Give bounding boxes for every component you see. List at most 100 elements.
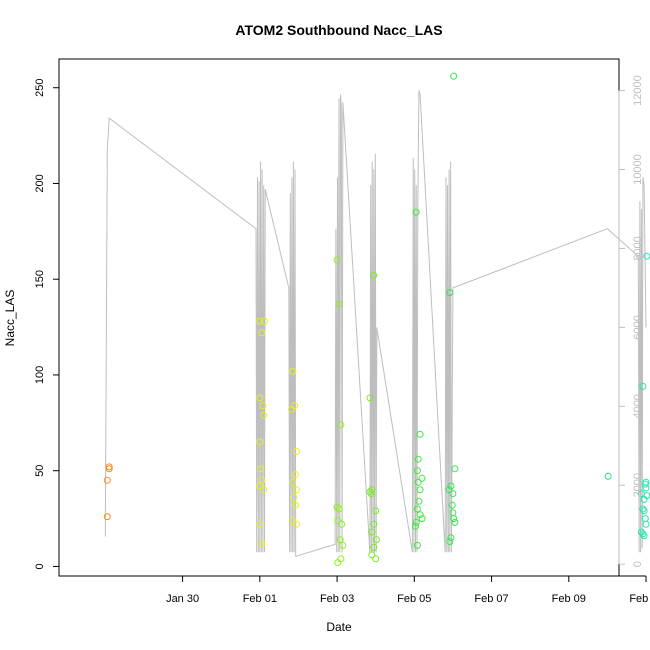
data-point bbox=[335, 300, 343, 308]
y2-tick-label: 2000 bbox=[632, 473, 644, 497]
data-point bbox=[258, 539, 266, 547]
y2-tick-label: 8000 bbox=[632, 236, 644, 260]
data-point bbox=[370, 543, 378, 551]
data-point bbox=[448, 501, 456, 509]
data-point bbox=[368, 486, 376, 494]
y-axis-label: Nacc_LAS bbox=[3, 290, 17, 347]
x-tick-label: Feb 11 bbox=[629, 593, 650, 605]
data-point bbox=[412, 522, 419, 530]
data-point bbox=[370, 271, 378, 279]
data-point bbox=[451, 465, 459, 473]
data-point bbox=[293, 520, 300, 528]
data-point bbox=[337, 555, 345, 563]
secondary-series-line bbox=[104, 90, 647, 557]
data-point bbox=[257, 465, 265, 473]
y-tick-label: 150 bbox=[34, 270, 46, 288]
data-point bbox=[103, 513, 111, 521]
data-point bbox=[334, 517, 342, 524]
data-point bbox=[293, 486, 300, 494]
data-point bbox=[450, 72, 458, 80]
data-point bbox=[416, 430, 424, 438]
data-point bbox=[368, 551, 376, 559]
x-tick-label: Jan 30 bbox=[166, 593, 199, 605]
data-point bbox=[256, 317, 264, 325]
data-point bbox=[450, 515, 458, 523]
data-point bbox=[416, 511, 424, 519]
secondary-y-axis: 0 2000 4000 6000 8000 10000 12000 bbox=[618, 75, 644, 567]
secondary-line-path bbox=[104, 90, 647, 557]
data-point bbox=[256, 482, 264, 490]
y2-tick-label: 4000 bbox=[632, 394, 644, 418]
data-point bbox=[641, 515, 649, 523]
data-point bbox=[289, 367, 297, 375]
data-point bbox=[338, 520, 346, 528]
data-point bbox=[372, 507, 380, 515]
data-point bbox=[412, 208, 420, 216]
data-point bbox=[256, 394, 264, 402]
data-point bbox=[261, 317, 268, 325]
data-point bbox=[449, 509, 457, 517]
data-point bbox=[413, 467, 421, 475]
y-axis: 0 50 100 150 200 250 bbox=[34, 79, 60, 569]
data-point bbox=[291, 501, 299, 509]
x-tick-label: Feb 01 bbox=[243, 593, 277, 605]
data-point bbox=[418, 474, 426, 482]
data-point bbox=[370, 520, 378, 528]
data-point bbox=[335, 505, 343, 513]
data-point bbox=[416, 486, 424, 494]
data-point bbox=[449, 490, 457, 498]
y-tick-label: 200 bbox=[34, 174, 46, 192]
y2-tick-label: 0 bbox=[632, 561, 644, 567]
data-point bbox=[639, 505, 647, 513]
y-tick-label: 0 bbox=[34, 563, 46, 569]
data-point bbox=[339, 541, 347, 549]
data-point bbox=[446, 538, 454, 545]
data-point bbox=[447, 482, 455, 490]
x-axis: Jan 30 Feb 01 Feb 03 Feb 05 Feb 07 Feb 09 Feb … bbox=[166, 575, 650, 605]
data-point bbox=[337, 421, 345, 429]
data-point bbox=[642, 520, 650, 528]
data-point bbox=[260, 411, 268, 419]
data-point bbox=[366, 394, 374, 402]
data-point bbox=[641, 480, 649, 488]
data-point bbox=[290, 494, 298, 501]
data-point bbox=[418, 515, 426, 523]
data-point bbox=[334, 559, 342, 567]
data-point bbox=[639, 382, 647, 390]
data-point bbox=[258, 329, 266, 337]
data-point bbox=[336, 536, 344, 544]
x-axis-label: Date bbox=[326, 620, 352, 634]
data-point bbox=[289, 478, 297, 486]
data-point bbox=[368, 528, 376, 536]
data-point bbox=[640, 495, 648, 503]
data-point bbox=[293, 448, 300, 455]
data-point bbox=[414, 455, 422, 463]
y2-tick-label: 10000 bbox=[632, 154, 644, 185]
data-point bbox=[367, 490, 375, 498]
data-point bbox=[103, 476, 111, 484]
data-point bbox=[415, 497, 423, 505]
data-point bbox=[372, 555, 380, 563]
y-tick-label: 250 bbox=[34, 79, 46, 97]
y-tick-label: 100 bbox=[34, 366, 46, 384]
data-point bbox=[451, 518, 459, 526]
data-point bbox=[639, 530, 647, 538]
chart-title: ATOM2 Southbound Nacc_LAS bbox=[235, 22, 442, 38]
data-point bbox=[105, 465, 113, 473]
data-point bbox=[288, 405, 295, 413]
data-point bbox=[333, 503, 341, 511]
data-point bbox=[373, 536, 380, 544]
data-point bbox=[414, 478, 422, 486]
x-tick-label: Feb 05 bbox=[397, 593, 431, 605]
data-point bbox=[642, 484, 650, 492]
data-point bbox=[604, 472, 612, 480]
y2-tick-label: 6000 bbox=[632, 315, 644, 339]
data-point bbox=[446, 289, 454, 297]
y2-tick-label: 12000 bbox=[632, 75, 644, 106]
y-tick-label: 50 bbox=[34, 465, 46, 477]
data-point bbox=[289, 517, 297, 524]
data-point bbox=[413, 541, 421, 549]
data-point bbox=[291, 471, 299, 478]
x-tick-label: Feb 09 bbox=[552, 593, 586, 605]
data-point bbox=[640, 532, 648, 540]
